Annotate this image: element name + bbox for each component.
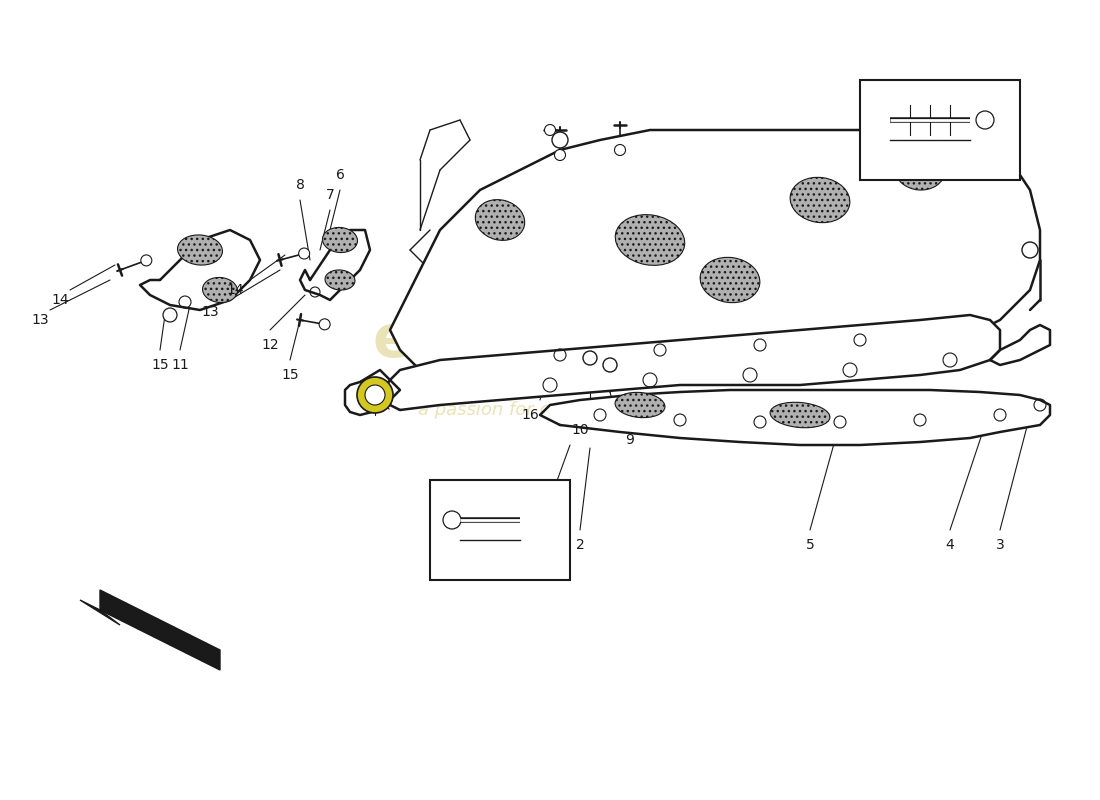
Circle shape: [163, 308, 177, 322]
Circle shape: [298, 248, 309, 259]
Text: a passion for cars since 1985: a passion for cars since 1985: [418, 401, 682, 419]
Polygon shape: [345, 370, 400, 415]
Polygon shape: [540, 390, 1050, 445]
Circle shape: [1034, 399, 1046, 411]
Text: 11: 11: [172, 358, 189, 372]
Text: 9: 9: [626, 433, 635, 447]
Circle shape: [834, 416, 846, 428]
Text: 13: 13: [31, 313, 48, 327]
Text: 14: 14: [52, 293, 69, 307]
Ellipse shape: [177, 235, 222, 265]
Text: 5: 5: [805, 538, 814, 552]
Circle shape: [554, 349, 566, 361]
Circle shape: [365, 385, 385, 405]
Text: eurob2085: eurob2085: [373, 311, 727, 369]
Circle shape: [358, 377, 393, 413]
Text: 15: 15: [282, 368, 299, 382]
Text: 10: 10: [571, 423, 588, 437]
Text: 17: 17: [492, 553, 509, 567]
Circle shape: [141, 255, 152, 266]
Circle shape: [1022, 242, 1038, 258]
Text: 14: 14: [227, 283, 244, 297]
Polygon shape: [300, 230, 370, 300]
Circle shape: [654, 344, 666, 356]
Circle shape: [310, 287, 320, 297]
Circle shape: [615, 145, 626, 155]
Ellipse shape: [475, 200, 525, 240]
Polygon shape: [379, 315, 1000, 410]
Polygon shape: [390, 130, 1040, 370]
Circle shape: [544, 125, 556, 135]
Circle shape: [882, 122, 898, 138]
Circle shape: [754, 416, 766, 428]
FancyBboxPatch shape: [430, 480, 570, 580]
Circle shape: [543, 378, 557, 392]
Circle shape: [742, 368, 757, 382]
Circle shape: [976, 111, 994, 129]
Circle shape: [594, 409, 606, 421]
Ellipse shape: [322, 227, 358, 253]
Text: 2: 2: [575, 538, 584, 552]
Ellipse shape: [895, 150, 945, 190]
Circle shape: [554, 150, 565, 161]
Text: 4: 4: [946, 538, 955, 552]
Circle shape: [583, 351, 597, 365]
Circle shape: [994, 409, 1006, 421]
Circle shape: [552, 132, 568, 148]
Ellipse shape: [770, 402, 829, 428]
Circle shape: [443, 511, 461, 529]
Circle shape: [603, 358, 617, 372]
Ellipse shape: [202, 278, 238, 302]
Text: 7: 7: [326, 188, 334, 202]
Ellipse shape: [615, 214, 684, 266]
Text: 16: 16: [521, 408, 539, 422]
Circle shape: [644, 373, 657, 387]
Text: 3: 3: [996, 538, 1004, 552]
Circle shape: [943, 353, 957, 367]
Circle shape: [319, 319, 330, 330]
Text: 15: 15: [151, 358, 168, 372]
Circle shape: [854, 334, 866, 346]
Text: 8: 8: [296, 178, 305, 192]
FancyBboxPatch shape: [860, 80, 1020, 180]
Ellipse shape: [700, 258, 760, 302]
Text: 12: 12: [261, 338, 278, 352]
Ellipse shape: [615, 392, 664, 418]
Polygon shape: [80, 600, 120, 625]
Ellipse shape: [324, 270, 355, 290]
Circle shape: [674, 414, 686, 426]
Circle shape: [914, 414, 926, 426]
Polygon shape: [140, 230, 260, 310]
Text: 17: 17: [981, 148, 999, 162]
Circle shape: [179, 296, 191, 308]
Circle shape: [754, 339, 766, 351]
Circle shape: [843, 363, 857, 377]
Text: 6: 6: [336, 168, 344, 182]
Text: 13: 13: [201, 305, 219, 319]
Polygon shape: [990, 325, 1050, 365]
Text: 1: 1: [546, 538, 554, 552]
Polygon shape: [100, 590, 220, 670]
Ellipse shape: [790, 178, 850, 222]
